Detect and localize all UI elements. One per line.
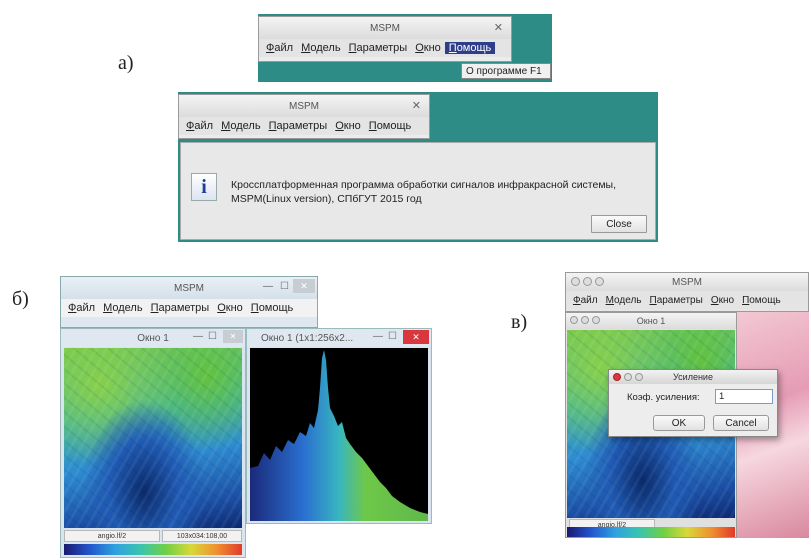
ok-button-label: OK [671,417,687,429]
gain-label: Коэф. усиления: [627,392,700,403]
close-icon[interactable] [613,373,621,381]
minimize-icon[interactable]: — [263,281,273,292]
close-icon[interactable]: ✕ [493,22,503,34]
cancel-button-label: Cancel [725,417,757,429]
histogram-window: Окно 1 (1x1:256x2... — ☐ ✕ [246,328,432,524]
close-icon[interactable] [571,277,580,286]
dialog-title: Усиление [673,372,713,382]
menu-window[interactable]: Окно [217,302,243,314]
maximize-icon[interactable]: ☐ [208,331,217,342]
zoom-icon[interactable] [595,277,604,286]
menu-params[interactable]: Параметры [348,42,408,54]
titlebar: MSPM — ☐ ✕ [61,277,317,299]
menu-help[interactable]: Помощь [368,120,412,132]
menu-item-about[interactable]: О программе F1 [461,63,551,79]
menubar: Файл Модель Параметры Окно Помощь [179,117,429,135]
menu-file[interactable]: Файл [266,42,294,54]
window-title: MSPM [289,100,319,112]
zoom-icon[interactable] [635,373,643,381]
info-icon: i [191,173,217,201]
menu-help[interactable]: Помощь [444,42,496,54]
image-window: Окно 1 — ☐ ✕ angio.lf/2 103x034:108,00 [60,328,246,558]
about-message-line2: MSPM(Linux version), СПбГУТ 2015 год [231,193,422,205]
maximize-icon[interactable]: ☐ [280,281,289,292]
close-icon[interactable]: ✕ [223,330,243,343]
histogram-graphic [250,350,428,521]
menubar: Файл Модель Параметры Окно Помощь [61,299,317,317]
histogram-window-title: Окно 1 (1x1:256x2... [261,332,354,344]
minimize-icon[interactable]: — [373,331,383,342]
color-scale-bar [567,527,735,537]
titlebar: MSPM ✕ [179,95,429,117]
color-scale-bar [64,544,242,555]
status-coords: 103x034:108,00 [162,530,242,542]
menu-help[interactable]: Помощь [250,302,294,314]
menu-params[interactable]: Параметры [649,294,703,306]
window-title: MSPM [672,276,702,288]
titlebar: Окно 1 (1x1:256x2... — ☐ ✕ [247,329,431,347]
cancel-button[interactable]: Cancel [713,415,769,431]
titlebar: MSPM [566,273,808,291]
close-icon[interactable]: ✕ [293,279,315,293]
panel-label-a: а) [118,52,134,74]
menu-window[interactable]: Окно [710,294,735,306]
thermal-image [64,348,242,528]
window-title: MSPM [174,282,204,294]
menubar: Файл Модель Параметры Окно Помощь [259,39,511,57]
gain-dialog: Усиление Коэф. усиления: 1 OK Cancel [608,369,778,437]
histogram-plot [250,348,428,521]
close-icon[interactable]: ✕ [411,100,421,112]
zoom-icon[interactable] [592,316,600,324]
close-button[interactable]: Close [591,215,647,233]
menubar: Файл Модель Параметры Окно Помощь [566,291,808,309]
menu-window[interactable]: Окно [335,120,361,132]
ok-button[interactable]: OK [653,415,705,431]
gain-input[interactable]: 1 [715,389,773,404]
dialog-titlebar: Усиление [609,370,777,384]
minimize-icon[interactable] [624,373,632,381]
menu-model[interactable]: Модель [221,120,261,132]
menu-model[interactable]: Модель [605,294,642,306]
menu-params[interactable]: Параметры [150,302,210,314]
window-title: MSPM [370,22,400,34]
status-file: angio.lf/2 [64,530,160,542]
main-window-b: MSPM — ☐ ✕ Файл Модель Параметры Окно По… [60,276,318,328]
close-icon[interactable] [570,316,578,324]
about-dialog: i Кроссплатформенная программа обработки… [180,142,656,240]
close-button-label: Close [606,218,632,230]
about-message-line1: Кроссплатформенная программа обработки с… [231,179,617,191]
minimize-icon[interactable] [583,277,592,286]
menu-params[interactable]: Параметры [268,120,328,132]
titlebar: MSPM ✕ [259,17,511,39]
menu-file[interactable]: Файл [68,302,96,314]
menu-model[interactable]: Модель [103,302,143,314]
panel-label-b: б) [12,288,29,310]
main-window-c: MSPM Файл Модель Параметры Окно Помощь [565,272,809,312]
menu-help[interactable]: Помощь [742,294,781,306]
menu-file[interactable]: Файл [186,120,214,132]
main-window-a2: MSPM ✕ Файл Модель Параметры Окно Помощь [178,94,430,139]
image-window-title: Окно 1 [636,316,666,326]
menu-file[interactable]: Файл [573,294,598,306]
minimize-icon[interactable] [581,316,589,324]
gain-input-value: 1 [719,391,725,402]
titlebar: Окно 1 — ☐ ✕ [61,329,245,347]
main-window-a: MSPM ✕ Файл Модель Параметры Окно Помощь [258,16,512,62]
menu-window[interactable]: Окно [415,42,441,54]
titlebar: Окно 1 [566,313,736,329]
minimize-icon[interactable]: — [193,331,203,342]
panel-label-c: в) [511,311,528,333]
image-window-title: Окно 1 [137,332,169,344]
close-icon[interactable]: ✕ [403,330,429,344]
maximize-icon[interactable]: ☐ [388,331,397,342]
menu-model[interactable]: Модель [301,42,341,54]
